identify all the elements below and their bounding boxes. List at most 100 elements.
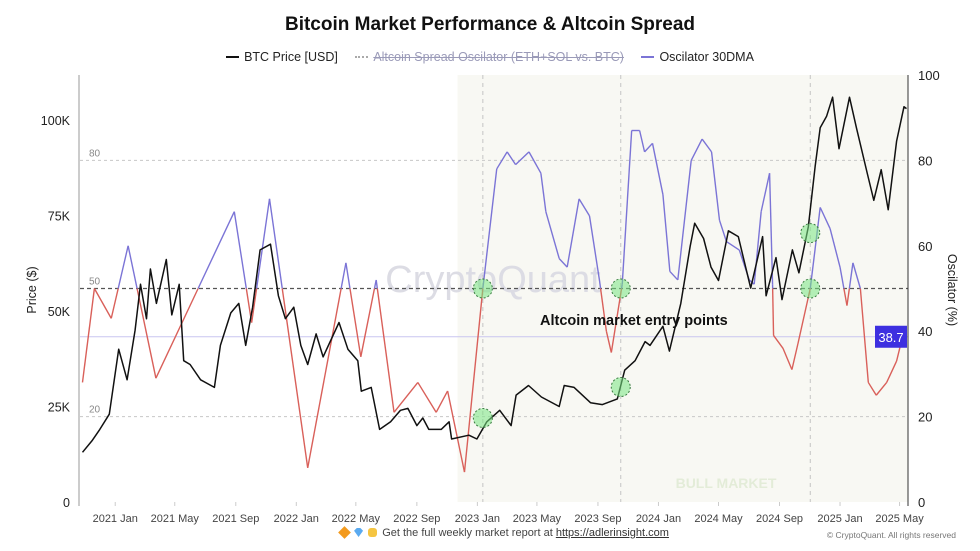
entry-point-circle: [800, 278, 821, 299]
oscillator-segment: [376, 288, 395, 413]
y-left-tick-label: 50K: [48, 305, 71, 319]
oscillator-segment: [829, 228, 841, 268]
chart-title: Bitcoin Market Performance & Altcoin Spr…: [284, 14, 695, 35]
oscillator-segment: [669, 270, 679, 281]
oscillator-segment: [255, 198, 271, 289]
x-tick-label: 2022 Sep: [393, 513, 440, 525]
oscillator-segment: [566, 198, 580, 268]
entry-point-circle: [610, 278, 631, 299]
x-tick-label: 2021 May: [151, 513, 200, 525]
current-value-badge: [875, 325, 907, 348]
oscillator-segment: [610, 288, 623, 353]
x-tick-label: 2025 Jan: [817, 513, 862, 525]
oscillator-segment: [345, 262, 351, 289]
y-left-tick-label: 25K: [48, 401, 71, 415]
oscillator-segment: [496, 151, 508, 170]
x-tick-label: 2022 Jan: [274, 513, 319, 525]
legend-swatch: [355, 56, 369, 58]
legend-swatch: [226, 56, 240, 58]
x-tick-label: 2024 Jan: [636, 513, 681, 525]
y-right-tick-label: 60: [918, 239, 932, 254]
legend-label: Oscilator 30DMA: [659, 50, 754, 64]
oscillator-segment: [197, 211, 235, 289]
x-tick-label: 2023 Sep: [574, 513, 621, 525]
raised-hands-icon: [368, 528, 378, 537]
oscillator-segment: [360, 288, 376, 357]
oscillator-segment: [718, 219, 728, 242]
oscillator-segment: [93, 288, 112, 319]
watermark: CryptoQuant: [385, 259, 601, 301]
oscillator-segment: [250, 288, 258, 323]
bull-market-label: BULL MARKET: [676, 475, 777, 491]
oscillator-segment: [638, 130, 646, 153]
entry-points-annotation: Altcoin market entry points: [540, 313, 728, 329]
oscillator-segment: [677, 160, 692, 281]
oscillator-segment: [772, 335, 784, 349]
entry-point-circle: [472, 407, 493, 428]
x-tick-label: 2024 May: [694, 513, 743, 525]
oscillator-segment: [819, 207, 831, 230]
y-right-tick-label: 20: [918, 410, 932, 425]
oscillator-segment: [809, 207, 821, 289]
oscillator-segment: [393, 382, 419, 413]
report-link[interactable]: https://adlerinsight.com: [555, 527, 669, 539]
oscillator-segment: [791, 343, 799, 370]
oscillator-segment: [605, 331, 613, 353]
oscillator-segment: [463, 288, 484, 473]
current-value-label: 38.7: [878, 330, 903, 345]
legend-label: Altcoin Spread Oscilator (ETH+SOL vs. BT…: [373, 50, 624, 64]
oscillator-segment: [110, 288, 119, 319]
oscillator-segment: [506, 151, 517, 166]
oscillator-segment: [578, 198, 591, 217]
oscillator-segment: [558, 258, 568, 268]
oscillator-segment: [859, 288, 870, 383]
oscillator-segment: [843, 288, 848, 306]
oscillator-segment: [690, 138, 703, 161]
oscillator-segment: [127, 245, 138, 289]
y-right-tick-label: 80: [918, 153, 932, 168]
reference-label: 80: [89, 148, 101, 159]
oscillator-segment: [340, 262, 347, 289]
oscillator-segment: [768, 173, 774, 285]
y-right-tick-label: 40: [918, 324, 932, 339]
oscillator-segment: [268, 198, 283, 289]
legend: BTC Price [USD] Altcoin Spread Oscilator…: [0, 47, 980, 64]
oscillator-segment: [782, 348, 793, 370]
oscillator-segment: [540, 173, 547, 212]
oscillator-segment: [651, 143, 664, 195]
oscillator-segment: [136, 288, 157, 379]
oscillator-segment: [233, 211, 248, 289]
legend-item-spread-oscillator[interactable]: Altcoin Spread Oscilator (ETH+SOL vs. BT…: [355, 50, 624, 64]
x-tick-label: 2021 Jan: [93, 513, 138, 525]
y-left-tick-label: 0: [63, 496, 70, 510]
oscillator-segment: [662, 194, 671, 272]
reference-label: 20: [89, 405, 101, 416]
y-right-axis-title: Oscilator (%): [945, 254, 959, 326]
legend-item-btc-price[interactable]: BTC Price [USD]: [226, 50, 338, 64]
oscillator-segment: [446, 390, 466, 473]
oscillator-segment: [588, 215, 601, 281]
oscillator-segment: [867, 382, 877, 396]
oscillator-segment: [726, 240, 740, 251]
oscillator-segment: [515, 151, 530, 166]
oscillator-segment: [307, 288, 342, 468]
oscillator-segment: [621, 130, 633, 285]
copyright: © CryptoQuant. All rights reserved: [826, 530, 956, 540]
oscillator-segment: [771, 288, 775, 336]
x-tick-label: 2021 Sep: [212, 513, 259, 525]
oscillator-segment: [599, 288, 608, 332]
legend-swatch: [641, 56, 655, 58]
oscillator-segment: [846, 288, 851, 306]
oscillator-segment: [435, 390, 449, 413]
entry-point-circle: [800, 223, 821, 244]
reference-label: 50: [89, 277, 101, 288]
entry-point-circle: [472, 278, 493, 299]
y-right-tick-label: 0: [918, 495, 925, 510]
oscillator-segment: [349, 288, 362, 357]
legend-item-oscillator-30dma[interactable]: Oscilator 30DMA: [641, 50, 754, 64]
y-left-tick-label: 75K: [48, 210, 71, 224]
oscillator-segment: [839, 267, 845, 289]
oscillator-segment: [875, 381, 888, 396]
oscillator-segment: [375, 279, 379, 289]
